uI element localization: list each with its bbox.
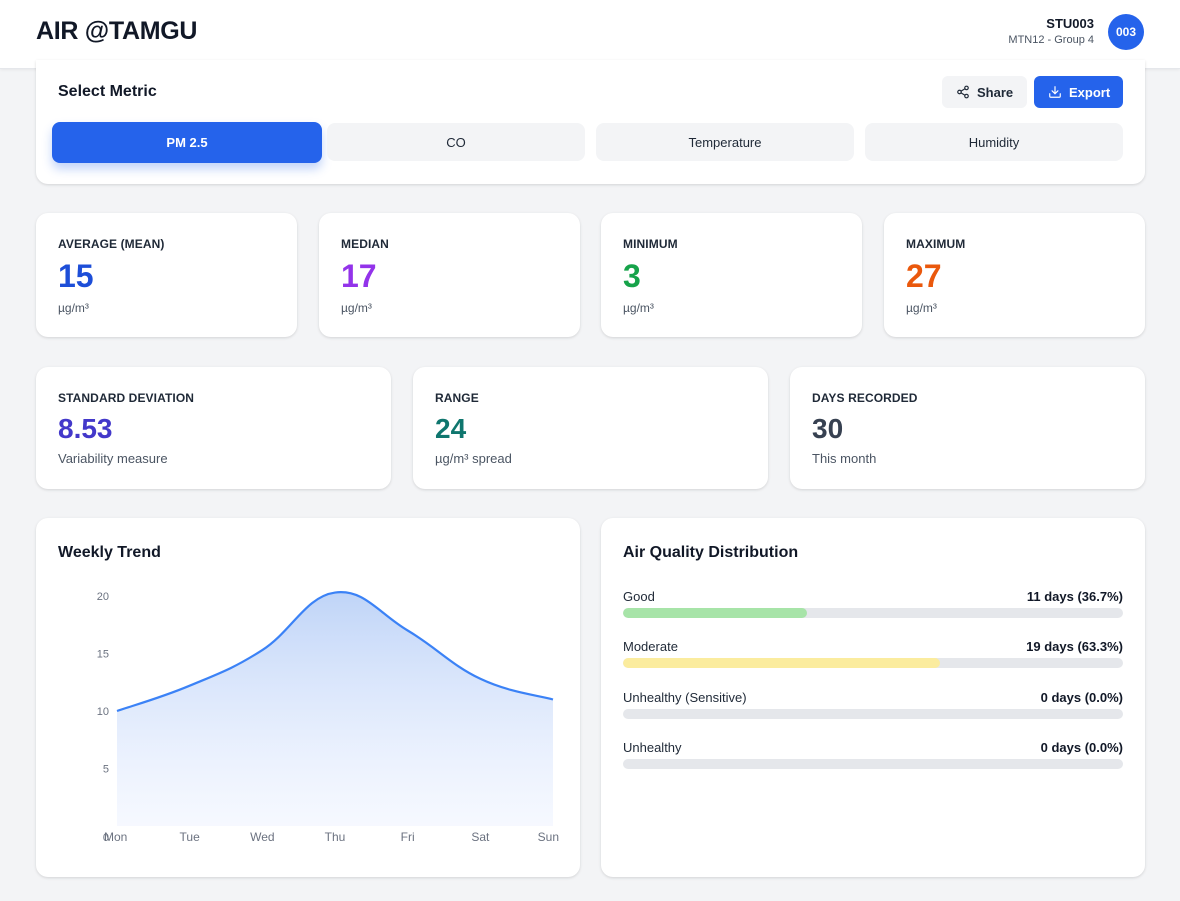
stat-label: MEDIAN [341, 237, 389, 251]
stat-card-days-recorded: DAYS RECORDED 30 This month [790, 367, 1145, 489]
stat-card-std-dev: STANDARD DEVIATION 8.53 Variability meas… [36, 367, 391, 489]
stat-value: 3 [623, 258, 641, 294]
stat-unit: µg/m³ [623, 301, 654, 315]
x-tick-label: Tue [180, 830, 201, 844]
distribution-label: Unhealthy [623, 740, 682, 755]
x-tick-label: Wed [250, 830, 274, 844]
distribution-row-moderate: Moderate 19 days (63.3%) [623, 639, 1123, 669]
stat-value: 24 [435, 413, 467, 444]
stat-label: DAYS RECORDED [812, 391, 918, 405]
distribution-fill [623, 658, 940, 668]
stat-label: MINIMUM [623, 237, 678, 251]
tab-temperature[interactable]: Temperature [596, 123, 854, 161]
app-brand[interactable]: AIR @TAMGU [36, 17, 198, 45]
x-tick-label: Fri [401, 830, 415, 844]
stat-value: 30 [812, 413, 844, 444]
stat-label: AVERAGE (MEAN) [58, 237, 165, 251]
distribution-count: 0 days (0.0%) [1040, 690, 1123, 705]
x-tick-label: Mon [104, 830, 127, 844]
distribution-track [623, 608, 1123, 618]
tab-co[interactable]: CO [327, 123, 585, 161]
metric-selector-title: Select Metric [58, 83, 157, 100]
distribution-track [623, 759, 1123, 769]
distribution-label: Good [623, 589, 655, 604]
export-button[interactable]: Export [1034, 76, 1123, 108]
download-icon [1049, 86, 1061, 98]
y-tick-label: 5 [103, 764, 109, 776]
distribution-row-unhealthy-sensitive: Unhealthy (Sensitive) 0 days (0.0%) [623, 690, 1123, 720]
weekly-trend-title: Weekly Trend [58, 544, 161, 561]
distribution-track [623, 658, 1123, 668]
stat-label: STANDARD DEVIATION [58, 391, 195, 405]
distribution-count: 19 days (63.3%) [1026, 639, 1123, 654]
stat-card-minimum: MINIMUM 3 µg/m³ [601, 213, 862, 337]
metric-selector-card: Select Metric Share Export PM 2.5 CO Tem… [36, 60, 1145, 184]
top-bar: AIR @TAMGU STU003 MTN12 - Group 4 003 [0, 0, 1180, 69]
stat-card-median: MEDIAN 17 µg/m³ [319, 213, 580, 337]
user-info: STU003 MTN12 - Group 4 [1008, 16, 1094, 46]
stat-unit: µg/m³ [58, 301, 89, 315]
tab-humidity[interactable]: Humidity [865, 123, 1123, 161]
user-id: STU003 [1046, 16, 1094, 31]
y-tick-label: 0 [103, 832, 109, 844]
weekly-trend-chart: 0 5 10 15 20 Mon Tue Wed Thu Fri Sat Sun [97, 591, 559, 844]
stat-value: 17 [341, 258, 377, 294]
share-icon [957, 85, 969, 99]
stat-card-mean: AVERAGE (MEAN) 15 µg/m³ [36, 213, 297, 337]
share-button-label: Share [977, 84, 1014, 100]
stat-card-range: RANGE 24 µg/m³ spread [413, 367, 768, 489]
stat-value: 27 [906, 258, 942, 294]
x-tick-label: Sat [471, 830, 490, 844]
distribution-title: Air Quality Distribution [623, 544, 799, 561]
stat-unit: µg/m³ [906, 301, 937, 315]
stat-unit: µg/m³ [341, 301, 372, 315]
distribution-row-unhealthy: Unhealthy 0 days (0.0%) [623, 740, 1123, 770]
distribution-fill [623, 608, 807, 618]
y-tick-label: 10 [97, 706, 109, 718]
distribution-count: 11 days (36.7%) [1026, 589, 1123, 604]
share-button[interactable]: Share [942, 76, 1027, 108]
stat-label: RANGE [435, 391, 479, 405]
stat-value: 15 [58, 258, 94, 294]
distribution-label: Unhealthy (Sensitive) [623, 690, 747, 705]
weekly-trend-card: Weekly Trend 0 5 10 15 20 Mon Tue Wed Thu Fri Sat S… [36, 518, 580, 877]
user-group: MTN12 - Group 4 [1008, 34, 1094, 46]
stat-unit: Variability measure [58, 451, 168, 466]
stat-card-maximum: MAXIMUM 27 µg/m³ [884, 213, 1145, 337]
x-tick-label: Sun [538, 830, 559, 844]
stat-value: 8.53 [58, 413, 113, 444]
trend-line [116, 591, 554, 713]
x-tick-label: Thu [325, 830, 346, 844]
y-tick-label: 20 [97, 591, 109, 603]
export-button-label: Export [1069, 84, 1111, 100]
distribution-count: 0 days (0.0%) [1040, 740, 1123, 755]
distribution-row-good: Good 11 days (36.7%) [623, 589, 1123, 619]
avatar[interactable]: 003 [1108, 14, 1144, 50]
distribution-label: Moderate [623, 639, 678, 654]
tab-pm25[interactable]: PM 2.5 [52, 122, 322, 163]
trend-area [117, 592, 553, 826]
stat-unit: This month [812, 451, 877, 466]
stat-unit: µg/m³ spread [435, 451, 512, 466]
distribution-track [623, 709, 1123, 719]
y-tick-label: 15 [97, 649, 109, 661]
stat-label: MAXIMUM [906, 237, 966, 251]
distribution-card: Air Quality Distribution Good 11 days (3… [601, 518, 1145, 877]
